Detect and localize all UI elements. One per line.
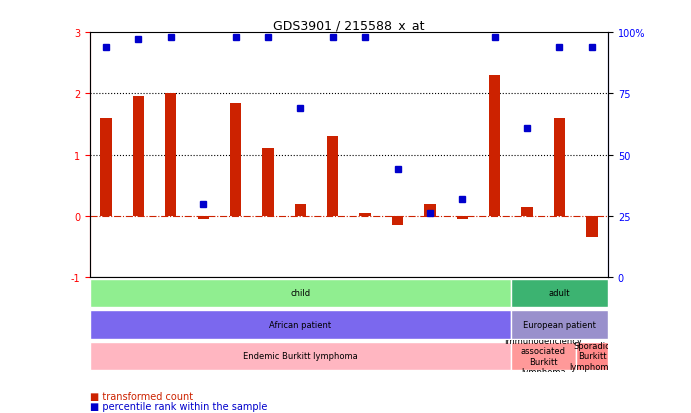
Bar <box>511 33 543 278</box>
Bar <box>187 33 219 278</box>
Bar <box>446 33 478 278</box>
Text: adult: adult <box>549 289 570 298</box>
Bar <box>359 213 371 216</box>
Title: GDS3901 / 215588_x_at: GDS3901 / 215588_x_at <box>273 19 425 32</box>
Bar <box>392 216 404 225</box>
Text: African patient: African patient <box>269 320 332 329</box>
FancyBboxPatch shape <box>511 342 576 370</box>
Bar <box>133 97 144 216</box>
Bar <box>478 33 511 278</box>
Bar <box>284 33 316 278</box>
Bar <box>576 33 608 278</box>
Text: Immunodeficiency
associated
Burkitt
lymphoma: Immunodeficiency associated Burkitt lymp… <box>504 336 583 376</box>
Bar <box>316 33 349 278</box>
Bar <box>263 149 274 216</box>
Text: Endemic Burkitt lymphoma: Endemic Burkitt lymphoma <box>243 351 358 361</box>
Bar <box>424 204 435 216</box>
FancyBboxPatch shape <box>90 342 511 370</box>
Bar <box>349 33 381 278</box>
FancyBboxPatch shape <box>576 342 608 370</box>
Text: European patient: European patient <box>523 320 596 329</box>
Text: Sporadic
Burkitt
lymphoma: Sporadic Burkitt lymphoma <box>569 341 614 371</box>
Bar <box>100 119 112 216</box>
FancyBboxPatch shape <box>511 279 608 307</box>
Bar <box>327 137 339 216</box>
FancyBboxPatch shape <box>511 311 608 339</box>
Bar <box>252 33 284 278</box>
Text: ■ transformed count: ■ transformed count <box>90 391 193 401</box>
Bar <box>522 207 533 216</box>
Text: ■ percentile rank within the sample: ■ percentile rank within the sample <box>90 401 267 411</box>
Bar <box>553 119 565 216</box>
Bar <box>489 76 500 216</box>
Bar <box>165 94 176 216</box>
Bar <box>414 33 446 278</box>
Bar <box>219 33 252 278</box>
Text: child: child <box>290 289 310 298</box>
FancyBboxPatch shape <box>90 311 511 339</box>
Bar <box>294 204 306 216</box>
Bar <box>90 33 122 278</box>
Bar <box>122 33 155 278</box>
Bar <box>198 216 209 219</box>
Bar <box>155 33 187 278</box>
Bar <box>457 216 468 219</box>
FancyBboxPatch shape <box>90 279 511 307</box>
Bar <box>230 103 241 216</box>
Bar <box>381 33 414 278</box>
Bar <box>586 216 598 238</box>
Bar <box>543 33 576 278</box>
